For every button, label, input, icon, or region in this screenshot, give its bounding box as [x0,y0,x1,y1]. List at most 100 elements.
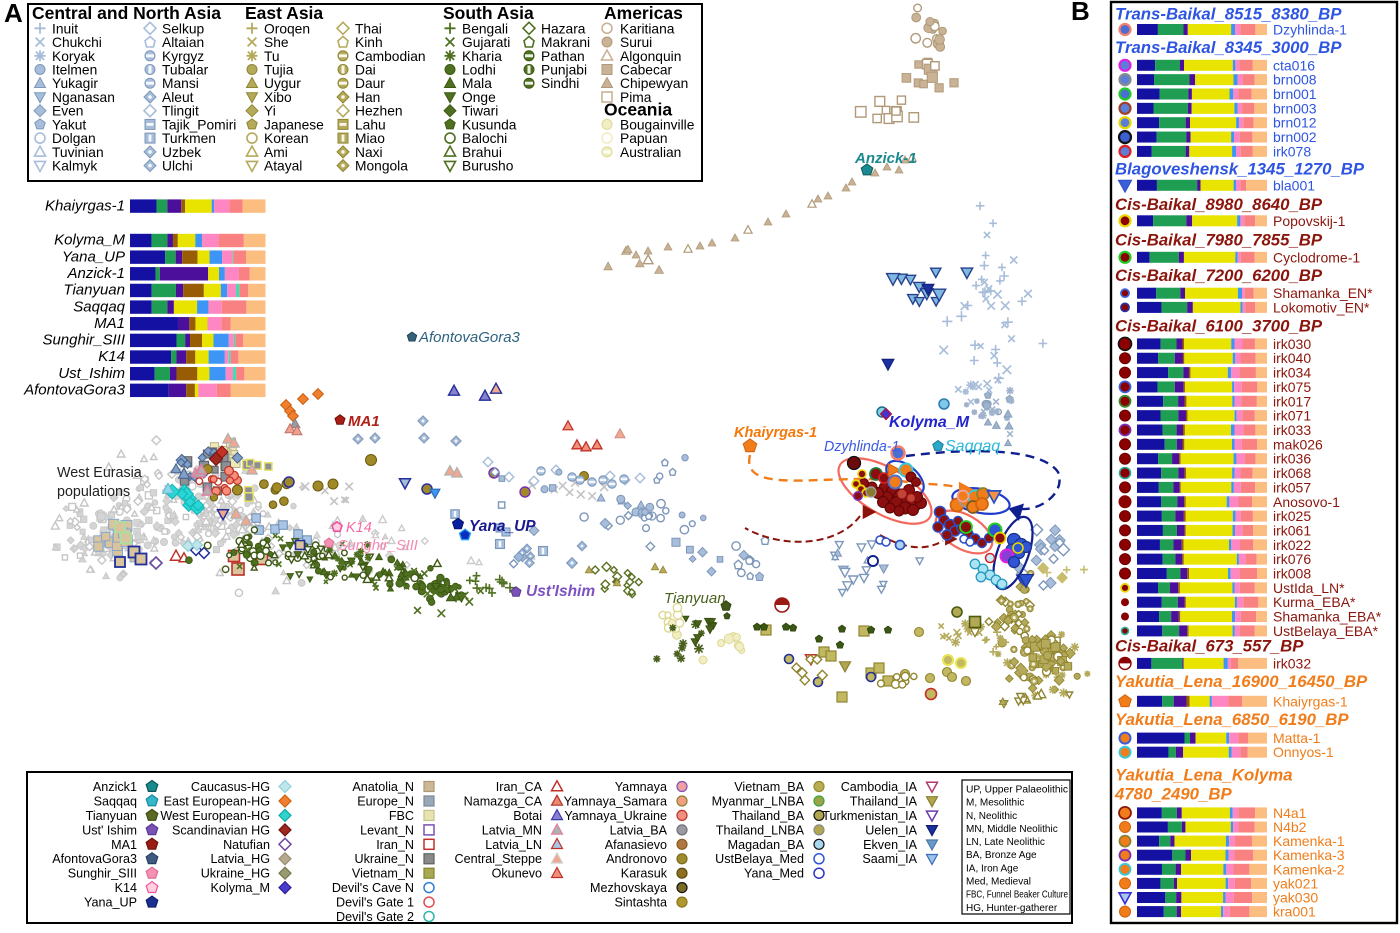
svg-text:AfontovaGora3: AfontovaGora3 [52,852,137,866]
svg-text:A: A [4,0,23,28]
svg-text:Tianyuan: Tianyuan [86,809,137,823]
svg-text:Itelmen: Itelmen [52,63,97,78]
svg-text:Karitiana: Karitiana [620,21,675,36]
svg-text:Yakut: Yakut [52,117,86,132]
svg-text:Turkmenistan_IA: Turkmenistan_IA [822,809,917,823]
svg-text:Blagoveshensk_1345_1270_BP: Blagoveshensk_1345_1270_BP [1115,160,1365,179]
svg-text:LN, Late Neolithic: LN, Late Neolithic [966,837,1045,848]
svg-text:Brahui: Brahui [462,145,502,160]
svg-text:irk034: irk034 [1273,365,1311,381]
svg-text:Cyclodrome-1: Cyclodrome-1 [1273,249,1360,265]
svg-text:irk033: irk033 [1273,422,1311,438]
svg-text:Uygur: Uygur [264,76,301,91]
svg-text:Lodhi: Lodhi [462,63,496,78]
svg-text:Algonquin: Algonquin [620,49,681,64]
svg-text:Japanese: Japanese [264,117,324,132]
svg-text:Aleut: Aleut [162,90,194,105]
svg-text:Trans-Baikal_8515_8380_BP: Trans-Baikal_8515_8380_BP [1115,5,1342,24]
svg-text:Cabecar: Cabecar [620,63,673,78]
svg-text:AfontovaGora3: AfontovaGora3 [418,329,521,346]
svg-text:Selkup: Selkup [162,21,205,36]
svg-text:Kamenka-1: Kamenka-1 [1273,833,1345,849]
svg-text:Dzyhlinda-1: Dzyhlinda-1 [1273,22,1347,38]
svg-text:4780_2490_BP: 4780_2490_BP [1114,785,1232,804]
svg-text:Vietnam_N: Vietnam_N [352,867,414,881]
svg-text:irk036: irk036 [1273,451,1311,467]
svg-text:irk071: irk071 [1273,408,1311,424]
svg-text:Makrani: Makrani [541,35,590,50]
svg-text:Papuan: Papuan [620,131,668,146]
svg-text:West European-HG: West European-HG [160,809,270,823]
svg-text:N, Neolithic: N, Neolithic [966,811,1017,822]
svg-text:Tujia: Tujia [264,63,294,78]
svg-text:irk075: irk075 [1273,379,1311,395]
svg-text:irk076: irk076 [1273,551,1311,567]
svg-text:Latvia_LN: Latvia_LN [485,838,542,852]
svg-text:UstIda_LN*: UstIda_LN* [1273,580,1345,596]
svg-text:Namazga_CA: Namazga_CA [464,795,543,809]
svg-text:Saqqaq: Saqqaq [73,298,125,315]
svg-text:Kinh: Kinh [355,35,383,50]
svg-text:Cis-Baikal_8980_8640_BP: Cis-Baikal_8980_8640_BP [1115,195,1323,214]
svg-text:Botai: Botai [513,809,542,823]
svg-text:Dzyhlinda-1: Dzyhlinda-1 [824,439,900,455]
svg-text:Ust_Ishim: Ust_Ishim [58,365,125,382]
svg-text:HG, Hunter-gatherer: HG, Hunter-gatherer [966,903,1058,914]
svg-text:Tiwari: Tiwari [462,104,498,119]
svg-text:K14: K14 [98,348,125,365]
svg-text:Kamenka-3: Kamenka-3 [1273,847,1345,863]
svg-text:Australian: Australian [620,145,681,160]
svg-text:Yamnaya_Ukraine: Yamnaya_Ukraine [564,809,667,823]
svg-text:MA1: MA1 [94,315,125,332]
svg-text:Devil's Gate 2: Devil's Gate 2 [336,910,414,924]
svg-text:Ukraine_HG: Ukraine_HG [201,867,270,881]
svg-text:Lokomotiv_EN*: Lokomotiv_EN* [1273,299,1370,315]
svg-text:Kolyma_M: Kolyma_M [889,414,970,431]
svg-text:Nganasan: Nganasan [52,90,115,105]
svg-text:Xibo: Xibo [264,90,292,105]
svg-text:Shamanka_EN*: Shamanka_EN* [1273,285,1373,301]
svg-text:Balochi: Balochi [462,131,507,146]
svg-text:Popovskij-1: Popovskij-1 [1273,213,1346,229]
svg-text:Anatolia_N: Anatolia_N [352,780,414,794]
svg-text:Hezhen: Hezhen [355,104,403,119]
svg-text:Naxi: Naxi [355,145,383,160]
svg-text:Kolyma_M: Kolyma_M [211,881,271,895]
svg-text:Onnyos-1: Onnyos-1 [1273,744,1334,760]
svg-text:Karasuk: Karasuk [621,867,668,881]
svg-text:AfontovaGora3: AfontovaGora3 [23,382,126,399]
svg-text:Surui: Surui [620,35,652,50]
svg-text:Altaian: Altaian [162,35,204,50]
svg-text:Kolyma_M: Kolyma_M [54,232,125,249]
svg-text:mak026: mak026 [1273,436,1323,452]
svg-text:Tuvinian: Tuvinian [52,145,104,160]
svg-text:Scandinavian HG: Scandinavian HG [172,823,270,837]
svg-text:MA1: MA1 [111,838,137,852]
svg-text:irk025: irk025 [1273,508,1311,524]
svg-text:Central_Steppe: Central_Steppe [454,852,542,866]
svg-text:UP, Upper Palaeolithic: UP, Upper Palaeolithic [966,785,1068,796]
svg-text:Cis-Baikal_7200_6200_BP: Cis-Baikal_7200_6200_BP [1115,266,1323,285]
svg-text:Ust'Ishim: Ust'Ishim [526,583,595,600]
svg-text:Sunghir_SIII: Sunghir_SIII [338,538,418,554]
svg-text:Sunghir_SIII: Sunghir_SIII [68,867,137,881]
svg-text:Devil's Cave N: Devil's Cave N [332,881,414,895]
svg-text:Yana_Med: Yana_Med [744,867,804,881]
svg-text:Ami: Ami [264,145,288,160]
svg-text:Mansi: Mansi [162,76,199,91]
svg-text:Tu: Tu [264,49,280,64]
svg-text:irk061: irk061 [1273,522,1311,538]
svg-text:Even: Even [52,104,83,119]
svg-text:K14: K14 [115,881,137,895]
svg-text:Pathan: Pathan [541,49,585,64]
svg-text:Anzick1: Anzick1 [93,780,137,794]
svg-text:irk040: irk040 [1273,350,1311,366]
svg-text:Cis-Baikal_7980_7855_BP: Cis-Baikal_7980_7855_BP [1115,231,1323,250]
svg-text:Chukchi: Chukchi [52,35,102,50]
svg-text:Sindhi: Sindhi [541,76,579,91]
svg-text:Dai: Dai [355,63,376,78]
svg-text:Uelen_IA: Uelen_IA [865,823,917,837]
svg-text:Trans-Baikal_8345_3000_BP: Trans-Baikal_8345_3000_BP [1115,38,1342,57]
svg-text:brn001: brn001 [1273,86,1317,102]
svg-text:Anosovo-1: Anosovo-1 [1273,494,1340,510]
